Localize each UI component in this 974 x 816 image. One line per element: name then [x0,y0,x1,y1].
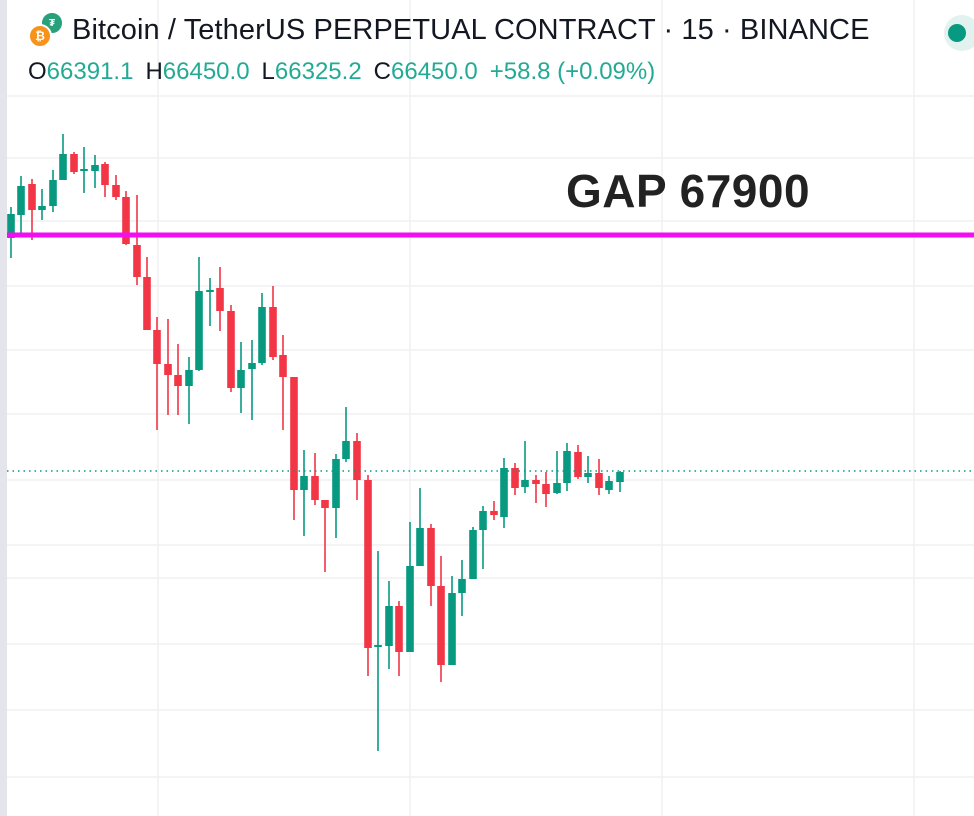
candle [153,317,161,430]
candle [133,195,141,285]
candle [500,458,508,528]
candle [216,267,224,331]
candle [49,170,57,212]
candle [101,162,109,197]
candle [164,319,172,415]
candle [416,488,424,566]
symbol-title[interactable]: Bitcoin / TetherUS PERPETUAL CONTRACT · … [72,13,870,46]
open-value: 66391.1 [46,58,134,85]
candle [342,407,350,462]
bitcoin-icon: ₿ [28,24,52,48]
candle [563,443,571,491]
candle [374,551,382,751]
candle [332,454,340,538]
candle [395,601,403,676]
candle [584,456,592,483]
candle [17,176,25,233]
candle [227,305,235,392]
candle [605,476,613,494]
candle [521,441,529,493]
candle [311,453,319,505]
candle [185,357,193,424]
market-open-dot-icon [948,24,966,42]
candle [511,463,519,495]
candle [448,576,456,665]
open-label: O [28,58,47,85]
symbol-header[interactable]: ₮ ₿ Bitcoin / TetherUS PERPETUAL CONTRAC… [28,10,870,50]
candle [237,342,245,413]
candle [279,335,287,430]
candle [143,257,151,330]
chart-grid [7,0,974,816]
low-value: 66325.2 [274,58,362,85]
candle [616,471,624,492]
candle [28,179,36,240]
close-value: 66450.0 [391,58,478,85]
candle [38,189,46,220]
candle [258,293,266,365]
gap-annotation-text[interactable]: GAP 67900 [566,165,811,217]
candle [206,278,214,326]
candle [112,175,120,200]
candle [437,556,445,682]
candle [269,286,277,360]
candle [91,155,99,188]
candle [406,522,414,652]
high-value: 66450.0 [162,58,250,85]
candle [469,527,477,579]
ohlc-legend: O66391.1 H66450.0 L66325.2 C66450.0 +58.8 (+… [28,58,655,86]
candle [353,433,361,500]
candle [290,377,298,520]
candle [248,340,256,420]
candle [195,257,203,371]
candle [364,475,372,676]
candle [300,450,308,536]
candle [542,472,550,507]
candle [532,475,540,503]
candle [70,152,78,174]
candle [80,147,88,193]
candle [59,134,67,180]
candle [574,445,582,479]
chart-overlays [7,232,974,472]
low-label: L [261,58,275,85]
left-panel-edge [0,0,7,816]
candle [595,459,603,495]
candle [490,501,498,520]
market-status-indicator[interactable] [944,15,974,51]
close-label: C [373,58,392,85]
candle [553,451,561,494]
change-value: +58.8 (+0.09%) [489,58,656,85]
high-label: H [145,58,163,85]
candle [321,500,329,572]
symbol-icons: ₮ ₿ [28,10,70,50]
candle [174,344,182,415]
candle [427,524,435,606]
candle [479,506,487,569]
candle [385,581,393,669]
candle [458,560,466,616]
candles [7,134,624,751]
